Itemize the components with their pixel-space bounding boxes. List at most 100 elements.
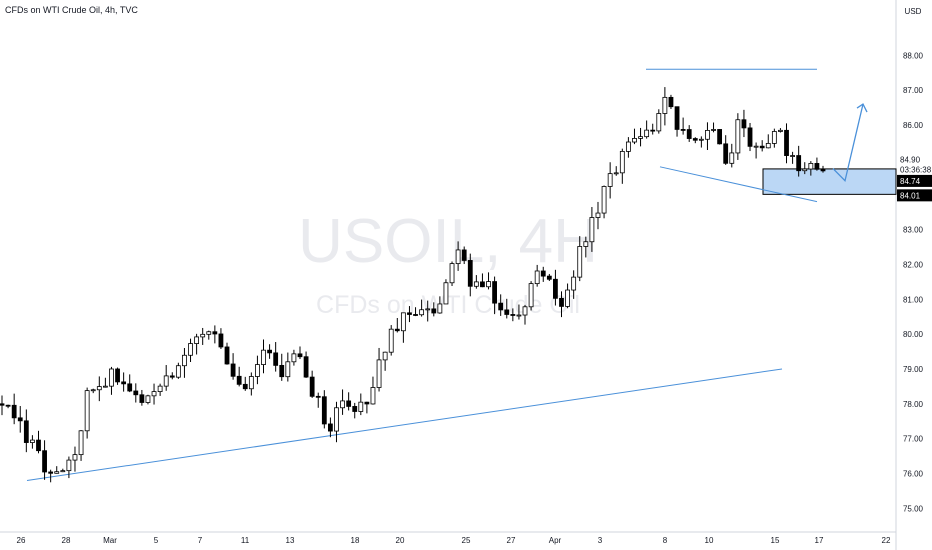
candle (607, 162, 613, 199)
candle (115, 367, 120, 385)
candle (455, 241, 461, 271)
candle (753, 142, 759, 159)
countdown-label-text: 03:36:38 (900, 166, 932, 175)
candle (315, 392, 321, 408)
trendline[interactable] (26, 368, 783, 481)
candle (230, 353, 236, 380)
candle (674, 106, 680, 137)
candle (297, 346, 303, 360)
zone-bottom-tag: 84.01 (897, 189, 932, 202)
trendline[interactable] (659, 166, 818, 203)
candle (619, 148, 625, 184)
x-tick-label: 25 (462, 536, 471, 545)
candle (583, 236, 589, 258)
candle (327, 417, 333, 438)
candle (163, 365, 169, 391)
candle (431, 302, 437, 317)
candle (364, 401, 370, 414)
support-zone[interactable] (762, 168, 897, 195)
candle (90, 388, 96, 394)
candle (102, 377, 108, 388)
candle (376, 347, 382, 392)
candle (577, 236, 583, 282)
candles (0, 87, 826, 483)
candle (686, 125, 692, 142)
y-tick-label: 79.00 (903, 365, 924, 374)
currency-label: USD (905, 7, 922, 16)
candle (182, 347, 187, 378)
x-tick-label: 18 (351, 536, 360, 545)
candle (109, 366, 114, 395)
x-tick-label: 28 (62, 536, 71, 545)
candle (662, 87, 668, 126)
x-tick-label: 11 (241, 536, 250, 545)
candle (236, 366, 242, 387)
x-tick-label: 20 (396, 536, 405, 545)
candle (54, 466, 60, 474)
candle (717, 129, 723, 145)
candle (589, 207, 595, 252)
candle (516, 304, 522, 320)
candle (480, 273, 485, 288)
candle (358, 393, 364, 416)
candle (382, 351, 388, 371)
x-tick-label: 8 (663, 536, 668, 545)
candle (534, 264, 540, 287)
candle (698, 136, 704, 148)
candle (467, 253, 473, 297)
candle (285, 352, 291, 382)
candle (188, 338, 193, 362)
y-tick-label: 88.00 (903, 51, 924, 60)
candle (17, 406, 23, 433)
y-tick-label: 80.00 (903, 330, 924, 339)
x-tick-label: Apr (549, 536, 562, 545)
watermark-symbol: USOIL, 4H (298, 207, 598, 276)
candle (425, 300, 431, 322)
y-tick-label: 81.00 (903, 295, 924, 304)
candle (96, 376, 102, 402)
candle (394, 318, 400, 333)
candle (340, 389, 345, 415)
candle (650, 123, 656, 135)
candle (747, 122, 753, 152)
candle (741, 109, 747, 138)
candle (796, 145, 802, 177)
candle (808, 161, 814, 176)
candle (151, 383, 157, 405)
candle (765, 134, 771, 149)
zone-top-tag: 84.74 (897, 174, 932, 187)
projection-arrow[interactable] (832, 103, 868, 183)
candle (437, 296, 443, 314)
y-tick-label: 83.00 (903, 226, 924, 235)
candle (565, 283, 570, 309)
x-tick-label: 13 (286, 536, 295, 545)
candle (723, 135, 729, 165)
x-tick-label: 7 (198, 536, 203, 545)
zone-bottom-tag-text: 84.01 (900, 191, 921, 200)
candle (449, 261, 455, 287)
candle (127, 374, 133, 393)
x-tick-label: 27 (507, 536, 516, 545)
candle (771, 128, 777, 148)
candle (242, 376, 248, 391)
candle (60, 468, 66, 473)
candle (273, 342, 279, 372)
candle (644, 120, 650, 139)
x-tick-label: 17 (815, 536, 824, 545)
candle (546, 273, 552, 282)
candle (522, 304, 528, 325)
candle (370, 376, 376, 405)
candle (571, 270, 577, 299)
y-tick-label: 78.00 (903, 400, 924, 409)
candle (729, 143, 735, 168)
candle (790, 151, 795, 164)
candle (279, 353, 285, 381)
x-tick-label: 5 (154, 536, 159, 545)
candle (48, 469, 54, 483)
candle (206, 330, 212, 340)
candle (175, 362, 181, 379)
candle (5, 404, 11, 409)
last-price-label-text: 84.90 (900, 156, 921, 165)
